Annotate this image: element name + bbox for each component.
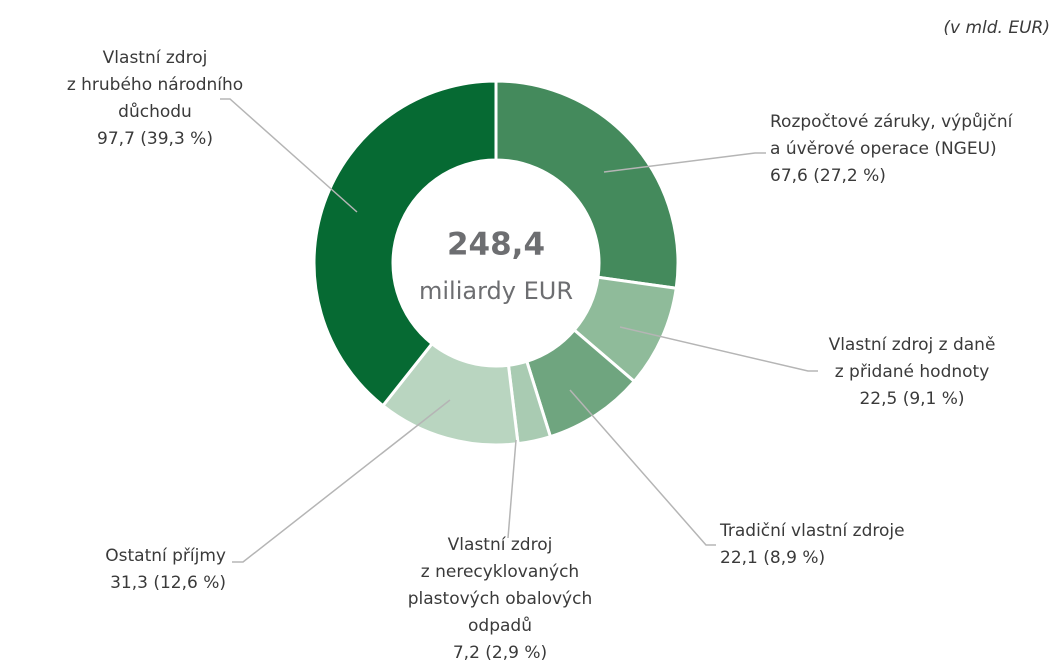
leader-line (619, 326, 818, 372)
value-label: 7,2 (2,9 %) (453, 643, 547, 663)
unit-note: (v mld. EUR) (943, 18, 1050, 38)
leader-line (220, 98, 358, 213)
leader-line (232, 399, 451, 563)
center-value: 248,4 (447, 227, 545, 263)
segment-label: Vlastní zdroj z daně (829, 335, 996, 355)
segment-label: důchodu (118, 102, 192, 122)
donut-segment (312, 79, 498, 408)
segment-label: plastových obalových (408, 589, 592, 609)
value-label: 31,3 (12,6 %) (110, 573, 226, 593)
leader-line (569, 389, 716, 546)
segment-label: z přidané hodnoty (835, 362, 990, 382)
segment-label: z hrubého národního (67, 75, 243, 95)
value-label: 22,5 (9,1 %) (859, 389, 964, 409)
segment-label: odpadů (468, 616, 532, 636)
segment-label: Ostatní příjmy (105, 546, 226, 566)
value-label: 22,1 (8,9 %) (720, 548, 825, 568)
leader-line (603, 152, 766, 173)
donut-segment (494, 79, 680, 290)
segment-label: z nerecyklovaných (421, 562, 579, 582)
segment-label: Rozpočtové záruky, výpůjční (770, 112, 1014, 132)
value-label: 97,7 (39,3 %) (97, 129, 213, 149)
center-label: miliardy EUR (419, 277, 573, 305)
segment-label: Vlastní zdroj (103, 48, 208, 68)
leader-line (507, 439, 517, 539)
segment-label: Tradiční vlastní zdroje (719, 521, 905, 541)
value-label: 67,6 (27,2 %) (770, 166, 886, 186)
segment-label: Vlastní zdroj (448, 535, 553, 555)
segment-label: a úvěrové operace (NGEU) (770, 139, 997, 159)
